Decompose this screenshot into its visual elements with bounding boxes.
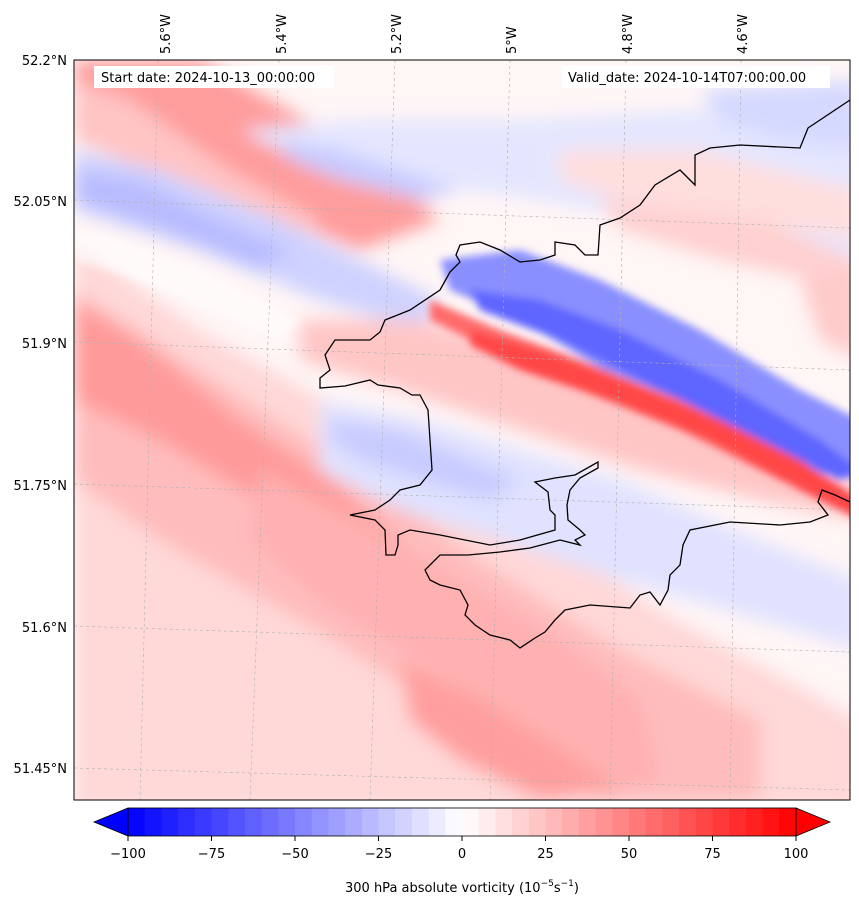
colorbar-cell: [345, 808, 363, 836]
colorbar-cell: [679, 808, 697, 836]
colorbar-cell: [411, 808, 430, 836]
colorbar-cell: [729, 808, 747, 836]
colorbar-tick-label: 25: [537, 847, 554, 862]
colorbar-tick-label: 100: [784, 847, 809, 862]
lon-label: 4.8°W: [621, 14, 636, 54]
lat-label: 51.45°N: [14, 762, 67, 777]
colorbar-cell: [528, 808, 546, 836]
colorbar-cell: [612, 808, 630, 836]
lat-label: 51.9°N: [22, 337, 67, 352]
colorbar-cell: [512, 808, 530, 836]
colorbar-tick-label: −50: [281, 847, 308, 862]
colorbar-cell: [495, 808, 513, 836]
colorbar-cell: [595, 808, 613, 836]
colorbar-tick-label: −100: [110, 847, 146, 862]
lon-label: 5.6°W: [159, 14, 174, 54]
colorbar-cell: [662, 808, 680, 836]
colorbar-cell: [545, 808, 563, 836]
colorbar-tick-label: −75: [198, 847, 225, 862]
colorbar-cell: [428, 808, 446, 836]
colorbar-cell: [562, 808, 580, 836]
colorbar-cell: [462, 808, 480, 836]
colorbar-max-extend: [795, 807, 832, 837]
coastline: [319, 99, 850, 649]
colorbar-cell: [311, 808, 329, 836]
colorbar-cell: [478, 808, 496, 836]
colorbar-min-extend: [92, 807, 129, 837]
colorbar-cell: [295, 808, 313, 836]
colorbar-cell: [762, 808, 780, 836]
colorbar-ticks: −100 −75 −50 −25 0 25 50 75 100: [110, 836, 808, 862]
colorbar-cell: [178, 808, 196, 836]
colorbar-cell: [445, 808, 463, 836]
colorbar-tick-label: −25: [365, 847, 392, 862]
map-frame: [73, 59, 851, 801]
colorbar-cells: [128, 808, 797, 836]
colorbar-cell: [211, 808, 229, 836]
colorbar-tick-label: 0: [458, 847, 466, 862]
colorbar-cell: [228, 808, 246, 836]
colorbar-cell: [278, 808, 296, 836]
lon-label: 5.2°W: [390, 14, 405, 54]
colorbar-cell: [629, 808, 647, 836]
lat-label: 51.6°N: [22, 621, 67, 636]
colorbar-cell: [578, 808, 597, 836]
vorticity-field: [74, 60, 850, 800]
lat-label: 52.05°N: [14, 195, 67, 210]
colorbar-cell: [144, 808, 162, 836]
colorbar: −100 −75 −50 −25 0 25 50 75 100 300 hPa absolute…: [92, 807, 832, 896]
lat-label: 52.2°N: [22, 54, 67, 69]
valid-date-label: Valid_date: 2024-10-14T07:00:00.00: [568, 71, 806, 86]
colorbar-cell: [261, 808, 279, 836]
colorbar-cell: [378, 808, 396, 836]
start-date-label: Start date: 2024-10-13_00:00:00: [101, 71, 315, 86]
colorbar-cell: [328, 808, 346, 836]
colorbar-cell: [161, 808, 179, 836]
colorbar-cell: [745, 808, 764, 836]
colorbar-cell: [779, 808, 797, 836]
colorbar-cell: [128, 808, 146, 836]
lon-label: 4.6°W: [736, 14, 751, 54]
colorbar-cell: [361, 808, 379, 836]
lat-label: 51.75°N: [14, 479, 67, 494]
colorbar-cell: [695, 808, 713, 836]
colorbar-cell: [244, 808, 263, 836]
lon-label: 5°W: [505, 26, 520, 54]
colorbar-cell: [395, 808, 413, 836]
lat-labels: 52.2°N 52.05°N 51.9°N 51.75°N 51.6°N 51.…: [14, 54, 67, 777]
colorbar-cell: [645, 808, 663, 836]
colorbar-tick-label: 75: [704, 847, 721, 862]
lon-label: 5.4°W: [275, 14, 290, 54]
colorbar-label: 300 hPa absolute vorticity (10−5s−1): [345, 879, 579, 896]
colorbar-tick-label: 50: [621, 847, 638, 862]
colorbar-cell: [712, 808, 730, 836]
lon-labels: 5.6°W 5.4°W 5.2°W 5°W 4.8°W 4.6°W: [159, 14, 751, 54]
colorbar-cell: [194, 808, 212, 836]
